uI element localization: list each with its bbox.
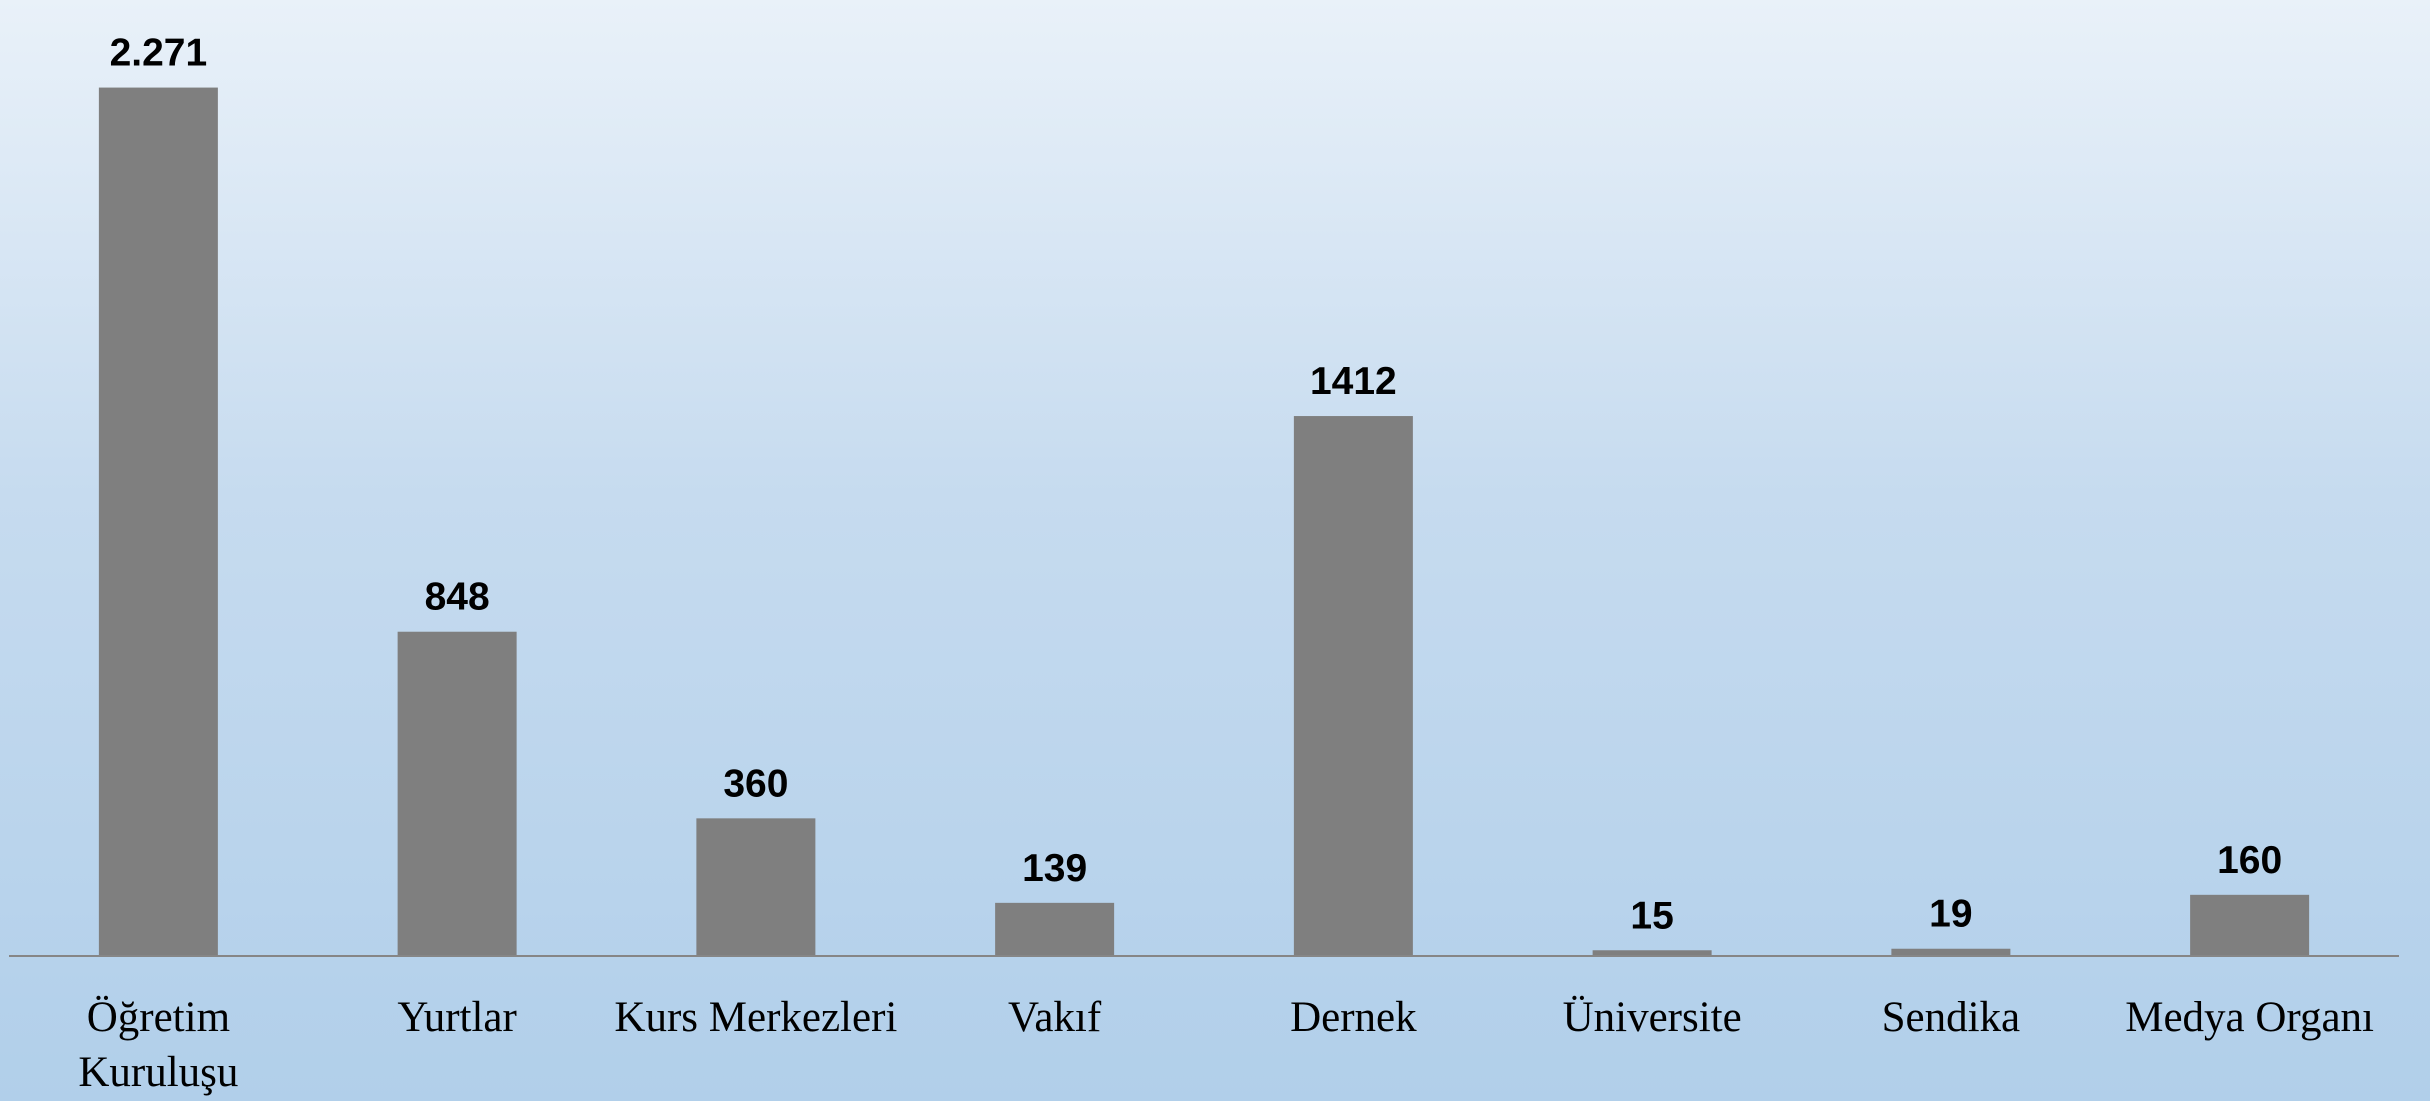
value-label: 139 bbox=[1022, 847, 1087, 890]
bar bbox=[2190, 894, 2310, 956]
x-tick-label: Vakıf bbox=[1008, 994, 1102, 1041]
x-tick-label: Üniversite bbox=[1562, 994, 1742, 1041]
value-label: 848 bbox=[425, 576, 490, 619]
bar bbox=[1592, 950, 1712, 956]
value-label: 15 bbox=[1630, 894, 1673, 937]
bar bbox=[1293, 416, 1413, 956]
x-tick-label: Yurtlar bbox=[397, 994, 517, 1041]
x-tick-label: Medya Organı bbox=[2125, 994, 2375, 1041]
value-label: 1412 bbox=[1310, 360, 1397, 403]
bar bbox=[98, 87, 218, 957]
x-tick-label: Kurs Merkezleri bbox=[614, 994, 898, 1041]
bar bbox=[1891, 948, 2011, 956]
value-label: 2.271 bbox=[110, 32, 208, 75]
x-tick-label: Dernek bbox=[1290, 994, 1417, 1041]
bar bbox=[995, 902, 1115, 956]
bar bbox=[397, 631, 517, 956]
x-tick-label: Sendika bbox=[1881, 994, 2021, 1041]
bar bbox=[696, 818, 816, 956]
value-label: 19 bbox=[1929, 893, 1972, 936]
value-label: 360 bbox=[723, 762, 788, 805]
x-tick-label: Öğretim Kuruluşu bbox=[78, 994, 239, 1096]
value-label: 160 bbox=[2217, 839, 2282, 882]
